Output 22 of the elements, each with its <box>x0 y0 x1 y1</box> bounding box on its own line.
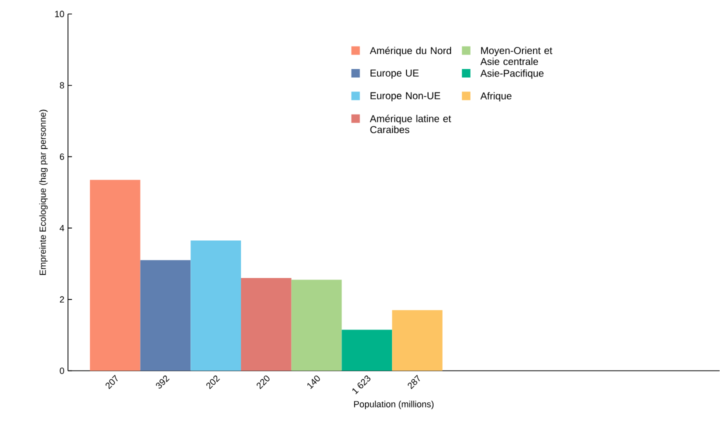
x-tick-label: 202 <box>206 376 220 390</box>
y-tick-label: 10 <box>55 10 64 18</box>
x-axis-title: Population (millions) <box>354 400 434 410</box>
legend-label: Amérique latine et Caraibes <box>370 114 452 134</box>
legend-label: Moyen-Orient et Asie centrale <box>480 46 552 66</box>
legend-label: Europe UE <box>370 70 419 79</box>
y-tick-label: 0 <box>60 368 64 374</box>
legend-label: Afrique <box>480 92 512 102</box>
y-tick-label: 2 <box>60 296 64 303</box>
x-tick-label: 140 <box>307 376 320 390</box>
x-tick-label: 207 <box>106 374 118 390</box>
x-tick-label: 1 623 <box>352 376 370 394</box>
y-tick-label: 8 <box>60 82 64 89</box>
legend-label: Amérique du Nord <box>370 46 452 56</box>
x-tick-label: 392 <box>156 376 170 389</box>
y-tick-label: 4 <box>60 225 64 232</box>
x-tick-label: 220 <box>256 376 270 390</box>
legend-label: Asie-Pacifique <box>480 70 544 79</box>
y-axis-title: Empreinte Ecologique (hag par personne) <box>39 110 48 275</box>
x-tick-label: 287 <box>408 374 420 390</box>
legend-label: Europe Non-UE <box>370 92 440 102</box>
y-tick-label: 6 <box>60 154 64 160</box>
